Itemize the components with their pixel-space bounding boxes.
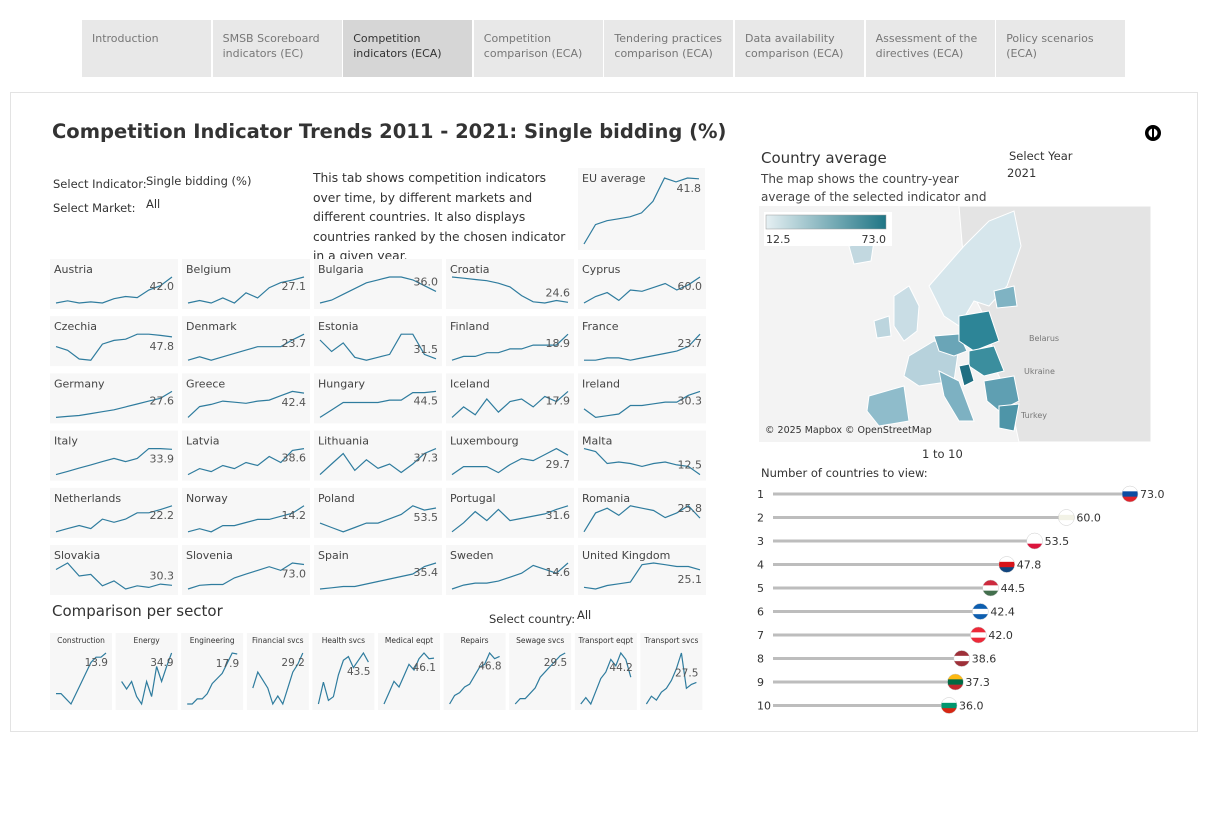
filter-label: Select Indicator:: [53, 177, 147, 191]
legend-max: 73.0: [862, 233, 887, 246]
land: [893, 285, 920, 342]
land: [866, 385, 910, 427]
filter-value[interactable]: Single bidding (%): [146, 174, 252, 188]
nav-tab[interactable]: Introduction: [82, 20, 211, 77]
land: [998, 403, 1020, 432]
info-icon[interactable]: [1143, 123, 1163, 143]
nav-tab[interactable]: Tendering practices comparison (ECA): [604, 20, 734, 77]
nav-tab[interactable]: Competition comparison (ECA): [473, 20, 603, 77]
map-credit: © 2025 Mapbox © OpenStreetMap: [765, 425, 932, 436]
nav-tab[interactable]: Policy scenarios (ECA): [996, 20, 1126, 77]
ranking-label: Number of countries to view:: [761, 466, 928, 480]
place-label: Ukraine: [1024, 367, 1055, 376]
filter-label: Select country:: [489, 612, 576, 626]
slider-value[interactable]: 1 to 10: [922, 447, 963, 461]
place-label: Turkey: [1020, 411, 1047, 420]
icon-bar: [1152, 127, 1154, 139]
filter-value[interactable]: 2021: [1007, 166, 1037, 180]
legend-ramp: [765, 214, 887, 230]
description: This tab shows competition indicators ov…: [313, 171, 566, 263]
nav-tab[interactable]: Assessment of the directives (ECA): [865, 20, 995, 77]
legend-min: 12.5: [766, 233, 791, 246]
filter-value[interactable]: All: [577, 608, 592, 622]
land: [993, 285, 1018, 309]
land: [873, 315, 892, 339]
land: [938, 370, 975, 422]
filter-label: Select Year: [1009, 149, 1073, 163]
section-title: Comparison per sector: [52, 602, 223, 620]
land: [958, 363, 975, 387]
land: [928, 210, 1022, 327]
nav-tab[interactable]: Competition indicators (ECA): [343, 20, 473, 77]
filter-label: Select Market:: [53, 201, 136, 215]
nav-tab[interactable]: Data availability comparison (ECA): [735, 20, 864, 77]
page-title: Competition Indicator Trends 2011 - 2021…: [52, 120, 727, 143]
filter-value[interactable]: All: [146, 197, 161, 211]
nav-tab[interactable]: SMSB Scoreboard indicators (EC): [212, 20, 342, 77]
map[interactable]: © 2025 Mapbox © OpenStreetMap 12.5 73.0 Be…: [759, 206, 1151, 442]
place-label: Belarus: [1029, 334, 1059, 343]
land: [958, 310, 1000, 352]
panel: [10, 92, 1198, 732]
map-title: Country average: [761, 149, 887, 167]
